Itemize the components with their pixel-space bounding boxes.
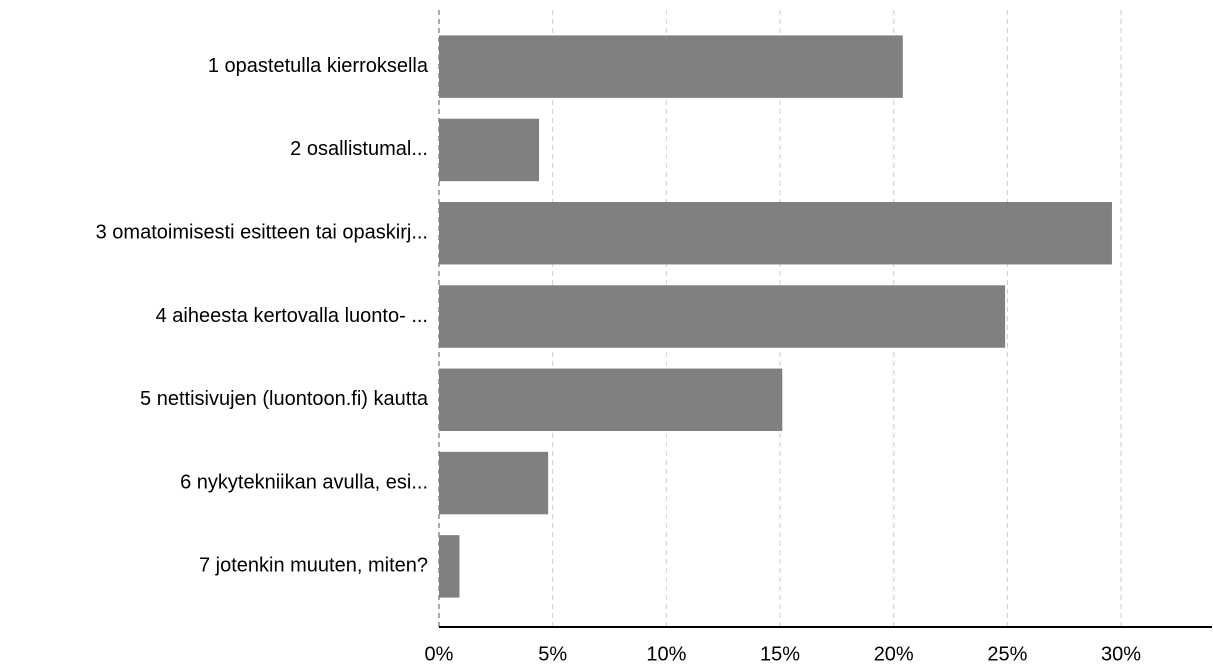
bar (439, 368, 783, 432)
y-tick-label: 2 osallistumal... (290, 138, 428, 160)
y-tick-label: 6 nykytekniikan avulla, esi... (180, 471, 428, 493)
x-tick-label: 15% (760, 643, 800, 665)
x-tick-label: 5% (538, 643, 567, 665)
y-tick-label: 3 omatoimisesti esitteen tai opaskirj... (96, 221, 428, 243)
y-tick-label: 1 opastetulla kierroksella (208, 55, 429, 77)
y-tick-label: 7 jotenkin muuten, miten? (199, 555, 428, 577)
x-tick-label: 25% (987, 643, 1027, 665)
bar (439, 535, 460, 598)
x-tick-label: 20% (874, 643, 914, 665)
bar (439, 201, 1112, 265)
x-tick-label: 10% (646, 643, 686, 665)
x-tick-label: 0% (425, 643, 454, 665)
y-tick-label: 5 nettisivujen (luontoon.fi) kautta (140, 388, 429, 410)
bar (439, 35, 903, 98)
y-tick-label: 4 aiheesta kertovalla luonto- ... (156, 305, 428, 327)
bar (439, 118, 540, 182)
x-tick-label: 30% (1101, 643, 1141, 665)
bar (439, 451, 549, 515)
bar (439, 285, 1006, 348)
